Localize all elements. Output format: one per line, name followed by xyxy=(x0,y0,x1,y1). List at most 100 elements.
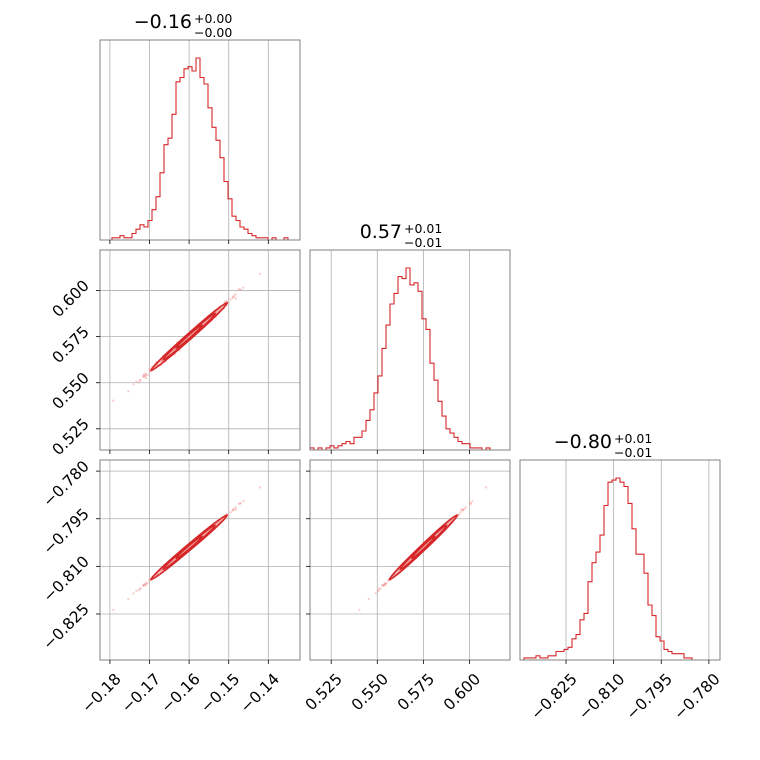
panel-title-minus: −0.01 xyxy=(614,445,652,460)
x-tick-label: 0.550 xyxy=(348,670,392,714)
scatter-point xyxy=(135,589,138,593)
scatter-point xyxy=(485,486,488,489)
scatter-point xyxy=(137,381,140,384)
panel-title-value: 0.57 xyxy=(360,221,402,243)
scatter-point xyxy=(367,597,370,601)
scatter-point xyxy=(142,375,145,378)
panel-title-plus: +0.01 xyxy=(614,431,652,446)
contour-level-2 xyxy=(150,514,229,581)
scatter-point xyxy=(463,507,466,510)
scatter-point xyxy=(112,399,115,402)
scatter-point xyxy=(227,513,230,516)
y-tick-label: −0.810 xyxy=(40,552,93,605)
x-tick-label: −0.780 xyxy=(670,670,723,723)
scatter-point xyxy=(234,506,237,509)
scatter-point xyxy=(464,506,467,509)
x-tick-label: 0.575 xyxy=(394,670,438,714)
scatter-point xyxy=(225,300,228,303)
scatter-panel-2-1: 0.525 0.550 0.575 0.600 xyxy=(302,459,511,714)
scatter-point xyxy=(382,584,385,587)
contour-level-2 xyxy=(388,514,459,581)
scatter-point xyxy=(242,500,245,503)
scatter-point xyxy=(258,486,261,489)
scatter-point xyxy=(379,587,382,590)
scatter-point xyxy=(239,502,242,505)
scatter-point xyxy=(229,298,232,301)
panel-frame xyxy=(99,249,301,451)
scatter-point xyxy=(374,592,377,595)
panel-frame xyxy=(99,39,301,241)
x-tick-label: −0.14 xyxy=(237,670,283,716)
histogram-line xyxy=(520,477,720,661)
scatter-point xyxy=(376,589,379,592)
scatter-point xyxy=(144,376,148,380)
panel-title-minus: −0.01 xyxy=(404,235,442,250)
scatter-point xyxy=(142,584,145,587)
hist-panel-0: −0.16 +0.00−0.00 xyxy=(99,11,301,244)
y-tick-label: −0.780 xyxy=(40,457,93,510)
x-tick-label: 0.600 xyxy=(440,670,484,714)
scatter-point xyxy=(468,502,472,505)
scatter-point xyxy=(132,383,135,386)
scatter-point xyxy=(148,579,151,582)
panel-frame xyxy=(519,459,721,661)
x-tick-label: −0.16 xyxy=(158,670,204,716)
scatter-point xyxy=(146,374,149,377)
scatter-point xyxy=(127,390,130,393)
x-tick-label: −0.810 xyxy=(575,670,628,723)
x-tick-label: −0.825 xyxy=(527,670,580,723)
scatter-point xyxy=(233,507,236,510)
scatter-point xyxy=(258,272,261,275)
scatter-point xyxy=(234,508,237,511)
scatter-point xyxy=(137,589,140,592)
x-tick-label: −0.18 xyxy=(78,670,124,716)
scatter-point xyxy=(450,519,453,522)
scatter-point xyxy=(144,582,147,585)
scatter-point xyxy=(216,521,219,524)
scatter-point xyxy=(127,597,130,601)
scatter-panel-2-0: −0.18−0.17−0.16−0.15−0.14−0.825−0.810−0.… xyxy=(40,457,301,716)
scatter-point xyxy=(156,572,159,575)
scatter-point xyxy=(234,297,237,300)
panel-title-plus: +0.00 xyxy=(194,11,232,26)
scatter-point xyxy=(233,294,236,297)
scatter-point xyxy=(148,370,151,373)
hist-panel-2: −0.80 +0.01−0.01 −0.825−0.810−0.795−0.780 xyxy=(519,431,724,723)
y-tick-label: 0.525 xyxy=(49,415,93,459)
panel-title-value: −0.80 xyxy=(554,431,612,453)
scatter-point xyxy=(227,301,230,304)
scatter-point xyxy=(156,363,159,366)
x-tick-label: −0.15 xyxy=(197,670,243,716)
scatter-point xyxy=(132,592,135,595)
histogram-line xyxy=(100,57,300,241)
x-tick-label: −0.17 xyxy=(118,670,164,716)
scatter-point xyxy=(144,372,147,375)
y-tick-label: −0.795 xyxy=(40,505,93,558)
scatter-point xyxy=(457,513,460,516)
scatter-point xyxy=(229,511,232,514)
scatter-point xyxy=(459,511,462,514)
scatter-point xyxy=(112,608,115,611)
y-tick-label: 0.550 xyxy=(49,369,93,413)
scatter-point xyxy=(146,582,149,585)
x-tick-label: 0.525 xyxy=(302,670,346,714)
scatter-point xyxy=(138,378,142,381)
scatter-point xyxy=(234,293,237,296)
panel-frame xyxy=(309,249,511,451)
contour-level-2 xyxy=(150,301,229,372)
panel-title-value: −0.16 xyxy=(134,11,192,33)
y-tick-label: −0.825 xyxy=(40,600,93,653)
scatter-point xyxy=(387,579,390,582)
scatter-point xyxy=(242,286,245,289)
panel-title-minus: −0.00 xyxy=(194,25,232,40)
scatter-point xyxy=(471,500,474,503)
panel-frame xyxy=(309,459,511,661)
panel-frame xyxy=(99,459,301,661)
scatter-point xyxy=(383,582,386,585)
panel-title-plus: +0.01 xyxy=(404,221,442,236)
y-tick-label: 0.600 xyxy=(49,277,93,321)
scatter-point xyxy=(358,608,361,611)
scatter-point xyxy=(135,380,138,383)
